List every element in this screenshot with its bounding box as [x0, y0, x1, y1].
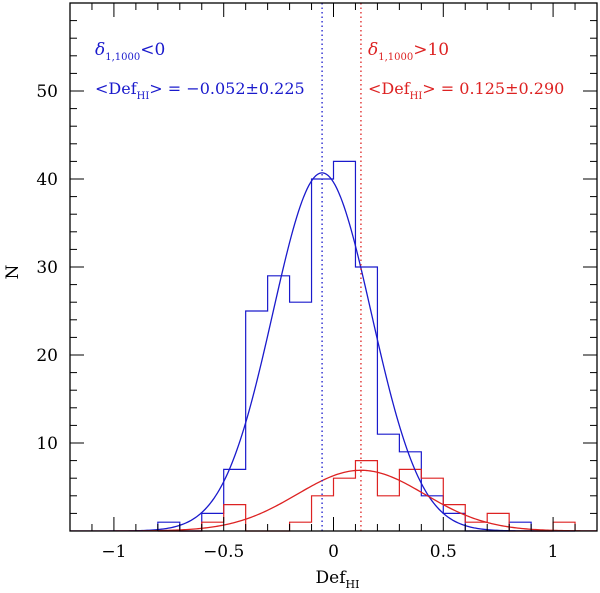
x-tick-label: 1	[548, 542, 559, 562]
x-tick-label: −1	[101, 542, 126, 562]
y-tick-label: 30	[36, 258, 58, 278]
y-tick-label: 40	[36, 170, 58, 190]
y-axis-label: N	[3, 264, 23, 279]
legend-high-density-mean: <DefHI> = 0.125±0.290	[368, 79, 564, 102]
tick-labels: −1 −0.5 0 0.5 1 10 20 30 40 50	[36, 82, 558, 562]
x-tick-label: 0	[328, 542, 339, 562]
x-tick-label: 0.5	[430, 542, 457, 562]
histogram-bars	[157, 160, 576, 532]
histogram-low_density	[157, 160, 576, 532]
x-tick-label: −0.5	[203, 542, 244, 562]
legend-high-density-condition: δ1,1000>10	[368, 40, 449, 63]
histogram-high_density	[157, 460, 576, 532]
legend-low-density-condition: δ1,1000<0	[95, 40, 165, 63]
axis-ticks	[69, 3, 598, 531]
x-axis-label: DefHI	[316, 568, 360, 591]
y-tick-label: 50	[36, 82, 58, 102]
y-tick-label: 20	[36, 346, 58, 366]
gaussian-fit-low_density	[70, 172, 597, 531]
gaussian-fits	[70, 172, 597, 531]
y-tick-label: 10	[36, 434, 58, 454]
legend-low-density-mean: <DefHI> = −0.052±0.225	[95, 79, 305, 102]
